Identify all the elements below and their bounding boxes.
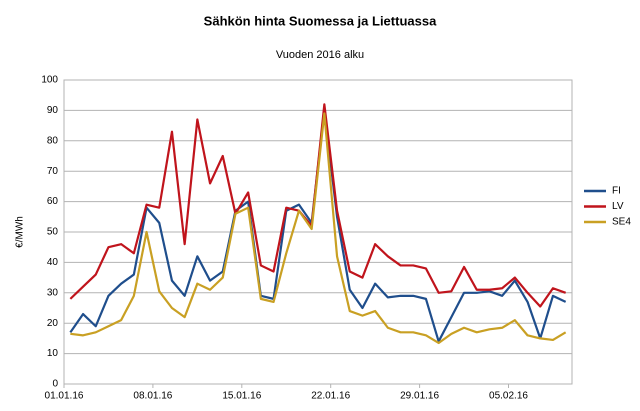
y-tick-label: 30 [47,287,59,298]
y-tick-label: 0 [52,379,58,390]
y-tick-label: 70 [47,166,59,177]
legend-label: SE4 [612,217,631,228]
y-tick-label: 90 [47,105,59,116]
y-tick-label: 100 [41,75,58,86]
y-tick-label: 40 [47,257,59,268]
series-line [69,103,567,308]
x-tick-label: 08.01.16 [133,391,172,402]
x-tick-label: 05.02.16 [489,391,528,402]
legend-label: FI [612,186,621,197]
y-tick-label: 20 [47,318,59,329]
y-tick-label: 10 [47,348,59,359]
series-line [69,109,567,343]
x-tick-label: 22.01.16 [311,391,350,402]
chart-title: Sähkön hinta Suomessa ja Liettuassa [204,13,437,28]
legend-label: LV [612,201,624,212]
y-tick-label: 50 [47,227,59,238]
y-axis-label: €/MWh [15,216,26,248]
y-tick-label: 80 [47,135,59,146]
y-tick-label: 60 [47,196,59,207]
x-tick-label: 29.01.16 [400,391,439,402]
chart-subtitle: Vuoden 2016 alku [276,49,364,61]
x-tick-label: 15.01.16 [222,391,261,402]
series-line [70,112,567,345]
x-tick-label: 01.01.16 [45,391,84,402]
plot-border [63,79,573,385]
